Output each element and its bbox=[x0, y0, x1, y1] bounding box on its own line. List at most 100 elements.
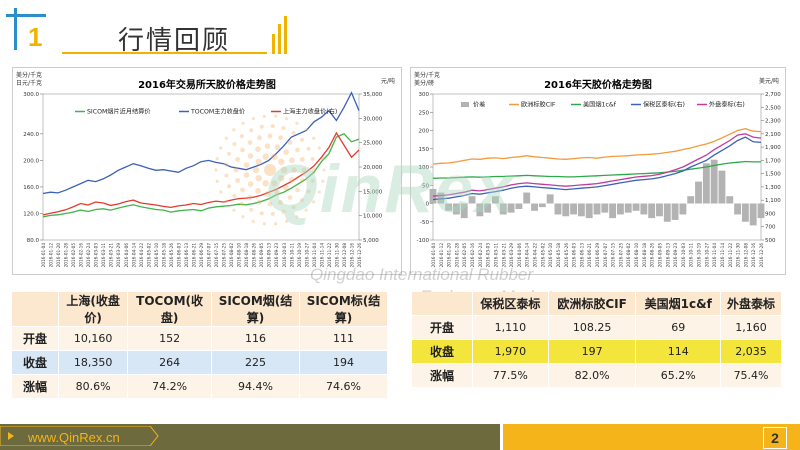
x-tick-label: 2016-10-19 bbox=[697, 243, 702, 268]
bar bbox=[585, 203, 593, 219]
table-cell: 1,970 bbox=[472, 339, 549, 364]
x-tick-label: 2016-02-24 bbox=[478, 243, 483, 268]
x-tick-label: 2016-10-03 bbox=[681, 243, 686, 268]
x-tick-label: 2016-09-13 bbox=[665, 243, 670, 268]
x-tick-label: 2016-08-10 bbox=[634, 243, 639, 268]
right-unit: 美元/吨 bbox=[758, 78, 779, 85]
table-cell: 65.2% bbox=[635, 363, 722, 388]
table-row: 开盘 1,110 108.25 69 1,160 bbox=[412, 315, 782, 340]
x-tick-label: 2016-08-02 bbox=[229, 243, 234, 268]
y2-tick-label: 1,300 bbox=[765, 185, 781, 191]
table-cell: 1,160 bbox=[720, 315, 782, 340]
table-header-cell: 上海(收盘价) bbox=[58, 292, 129, 327]
x-tick-label: 2016-10-11 bbox=[689, 243, 694, 268]
website-link[interactable]: www.QinRex.cn bbox=[28, 430, 120, 445]
x-tick-label: 2016-03-29 bbox=[116, 243, 121, 268]
bar bbox=[718, 170, 726, 204]
bar bbox=[499, 203, 507, 215]
x-tick-label: 2016-01-04 bbox=[41, 243, 46, 268]
y-tick-label: 240.0 bbox=[23, 132, 39, 138]
bar bbox=[663, 203, 671, 222]
page-number: 2 bbox=[763, 427, 787, 449]
bar bbox=[515, 203, 523, 209]
table-cell: 74.6% bbox=[299, 374, 389, 399]
chart-plot: 80.0 120.0 160.0 200.0 240.0 300.0 5,000 10,000… bbox=[23, 91, 383, 268]
x-tick-label: 2016-07-07 bbox=[603, 243, 608, 268]
table-cell: 194 bbox=[299, 350, 389, 375]
right-unit: 元/吨 bbox=[380, 78, 395, 85]
x-tick-label: 2016-08-18 bbox=[642, 243, 647, 268]
x-tick-label: 2016-12-26 bbox=[357, 243, 362, 268]
x-tick-label: 2016-11-04 bbox=[712, 243, 717, 268]
bar bbox=[741, 203, 749, 222]
table-header-row: 上海(收盘价) TOCOM(收盘) SICOM烟(结算) SICOM标(结算) bbox=[12, 292, 389, 327]
x-tick-label: 2016-03-11 bbox=[493, 243, 498, 268]
table-cell: 77.5% bbox=[472, 363, 549, 388]
table-row: 收盘 1,970 197 114 2,035 bbox=[412, 339, 782, 364]
x-tick-label: 2016-02-16 bbox=[79, 243, 84, 268]
y2-tick-label: 500 bbox=[765, 238, 776, 244]
y2-tick-label: 15,000 bbox=[363, 189, 383, 195]
header-accent-vertical bbox=[14, 8, 17, 50]
x-tick-label: 2016-01-04 bbox=[431, 243, 436, 268]
table-header-cell: SICOM标(结算) bbox=[299, 292, 389, 327]
title-underline bbox=[62, 52, 267, 54]
page-title: 行情回顾 bbox=[118, 26, 231, 56]
x-tick-label: 2016-04-06 bbox=[517, 243, 522, 268]
y2-tick-label: 30,000 bbox=[363, 116, 383, 122]
bar bbox=[624, 203, 632, 213]
legend-label: 保税区泰标(右) bbox=[643, 101, 685, 109]
x-tick-label: 2016-11-04 bbox=[312, 243, 317, 268]
x-tick-label: 2016-04-14 bbox=[525, 243, 530, 268]
table-header-cell: 保税区泰标 bbox=[472, 292, 549, 316]
bar bbox=[476, 203, 484, 217]
bar bbox=[546, 194, 554, 204]
x-tick-label: 2016-01-28 bbox=[454, 243, 459, 268]
x-tick-label: 2016-05-02 bbox=[146, 243, 151, 268]
y2-tick-label: 20,000 bbox=[363, 165, 383, 171]
row-label: 开盘 bbox=[412, 315, 473, 340]
x-tick-label: 2016-05-10 bbox=[154, 243, 159, 268]
y-tick-label: 200 bbox=[419, 129, 430, 135]
bar bbox=[656, 203, 663, 217]
series-line bbox=[42, 131, 360, 216]
x-tick-label: 2016-04-22 bbox=[533, 243, 538, 268]
bar bbox=[726, 196, 734, 204]
series-line bbox=[42, 91, 360, 195]
x-tick-label: 2016-06-13 bbox=[184, 243, 189, 268]
table-row: 涨幅 77.5% 82.0% 65.2% 75.4% bbox=[412, 363, 782, 388]
y-tick-label: 150 bbox=[419, 147, 430, 153]
table-cell: 18,350 bbox=[58, 350, 129, 375]
bar bbox=[632, 203, 640, 211]
y2-tick-label: 2,300 bbox=[765, 119, 781, 125]
x-tick-label: 2016-02-05 bbox=[71, 243, 76, 268]
x-tick-label: 2016-01-12 bbox=[439, 243, 444, 268]
x-tick-label: 2016-10-11 bbox=[289, 243, 294, 268]
x-tick-label: 2016-05-26 bbox=[169, 243, 174, 268]
x-tick-label: 2016-01-28 bbox=[64, 243, 69, 268]
table-cell: 69 bbox=[635, 315, 722, 340]
y2-tick-label: 700 bbox=[765, 225, 776, 231]
x-tick-label: 2016-12-16 bbox=[751, 243, 756, 268]
x-tick-label: 2016-08-18 bbox=[244, 243, 249, 268]
x-tick-label: 2016-06-03 bbox=[176, 243, 181, 268]
table-cell: 225 bbox=[211, 350, 300, 375]
table-row: 开盘 10,160 152 116 111 bbox=[12, 326, 389, 351]
x-tick-label: 2016-12-08 bbox=[342, 243, 347, 268]
left-unit-2: 日元/千克 bbox=[16, 80, 43, 87]
y2-tick-label: 5,000 bbox=[363, 238, 379, 244]
bar bbox=[468, 196, 476, 204]
x-tick-label: 2016-12-26 bbox=[759, 243, 764, 268]
series-line bbox=[432, 128, 762, 165]
header-accent-horizontal bbox=[6, 14, 46, 17]
y2-tick-label: 10,000 bbox=[363, 214, 383, 220]
legend-label: 上海主力收盘价(右) bbox=[283, 108, 337, 116]
x-tick-label: 2016-10-27 bbox=[304, 243, 309, 268]
x-tick-label: 2016-01-20 bbox=[56, 243, 61, 268]
bar bbox=[757, 203, 765, 219]
y2-tick-label: 900 bbox=[765, 211, 776, 217]
table-header-cell bbox=[412, 292, 473, 316]
x-tick-label: 2016-04-06 bbox=[124, 243, 129, 268]
chart-plot: -100 -50 0 50 100 150 200 250 300 500 700 900 1,100 1… bbox=[417, 92, 782, 268]
x-tick-label: 2016-05-02 bbox=[540, 243, 545, 268]
